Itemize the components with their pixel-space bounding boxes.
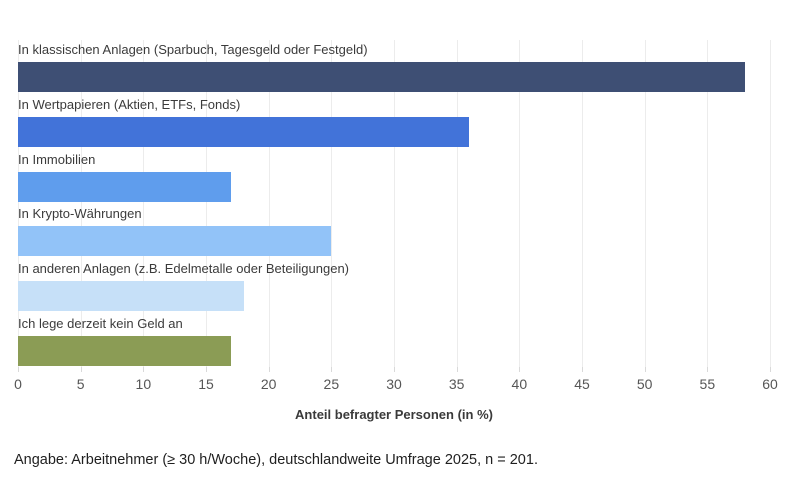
tick-label-0: 0 [14, 376, 22, 392]
x-axis: 0 5 10 15 20 25 30 35 40 45 50 55 60 [14, 367, 778, 395]
gridline-40 [519, 40, 521, 367]
tick-mark-10 [143, 367, 145, 372]
bar [18, 226, 332, 257]
tick-label-25: 25 [323, 376, 340, 392]
tick-mark-40 [519, 367, 521, 372]
tick-label-10: 10 [135, 376, 152, 392]
gridline-50 [644, 40, 646, 367]
tick-label-50: 50 [636, 376, 653, 392]
tick-mark-55 [707, 367, 709, 372]
bar-label: In Immobilien [18, 151, 96, 167]
bar [18, 281, 244, 312]
gridline-25 [331, 40, 333, 367]
tick-label-60: 60 [762, 376, 778, 392]
tick-label-35: 35 [448, 376, 465, 392]
bar [18, 62, 745, 92]
plot-area: In klassischen Anlagen (Sparbuch, Tagesg… [18, 40, 771, 367]
tick-mark-5 [80, 367, 82, 372]
tick-mark-20 [268, 367, 270, 372]
tick-label-45: 45 [574, 376, 590, 392]
tick-mark-30 [394, 367, 395, 372]
bar-label: In Krypto-Währungen [18, 206, 142, 222]
gridline-60 [770, 40, 771, 367]
gridline-45 [582, 40, 583, 367]
gridline-35 [456, 40, 458, 367]
tick-mark-60 [770, 367, 771, 372]
x-axis-label: Anteil befragter Personen (in %) [295, 407, 493, 422]
tick-label-55: 55 [699, 376, 716, 392]
tick-label-5: 5 [76, 376, 85, 392]
bar-label: In klassischen Anlagen (Sparbuch, Tagesg… [18, 42, 368, 57]
gridline-55 [707, 40, 709, 367]
bar [18, 336, 232, 366]
bar-label: Ich lege derzeit kein Geld an [18, 316, 183, 331]
tick-mark-35 [456, 367, 458, 372]
gridline-0 [18, 40, 19, 367]
tick-mark-15 [206, 367, 207, 372]
gridline-15 [206, 40, 207, 367]
gridline-30 [394, 40, 395, 367]
bar [18, 171, 232, 202]
tick-label-40: 40 [511, 376, 528, 392]
tick-label-30: 30 [386, 376, 402, 392]
tick-label-15: 15 [198, 376, 214, 392]
tick-mark-0 [18, 367, 19, 372]
tick-label-20: 20 [260, 376, 277, 392]
gridline-10 [143, 40, 145, 367]
gridline-20 [268, 40, 270, 367]
bar [18, 116, 470, 147]
tick-mark-50 [644, 367, 646, 372]
tick-mark-25 [331, 367, 333, 372]
bar-label: In anderen Anlagen (z.B. Edelmetalle ode… [18, 261, 349, 277]
gridline-5 [80, 40, 82, 367]
source-note: Angabe: Arbeitnehmer (≥ 30 h/Woche), deu… [14, 452, 538, 468]
tick-mark-45 [582, 367, 583, 372]
bar-label: In Wertpapieren (Aktien, ETFs, Fonds) [18, 96, 241, 112]
